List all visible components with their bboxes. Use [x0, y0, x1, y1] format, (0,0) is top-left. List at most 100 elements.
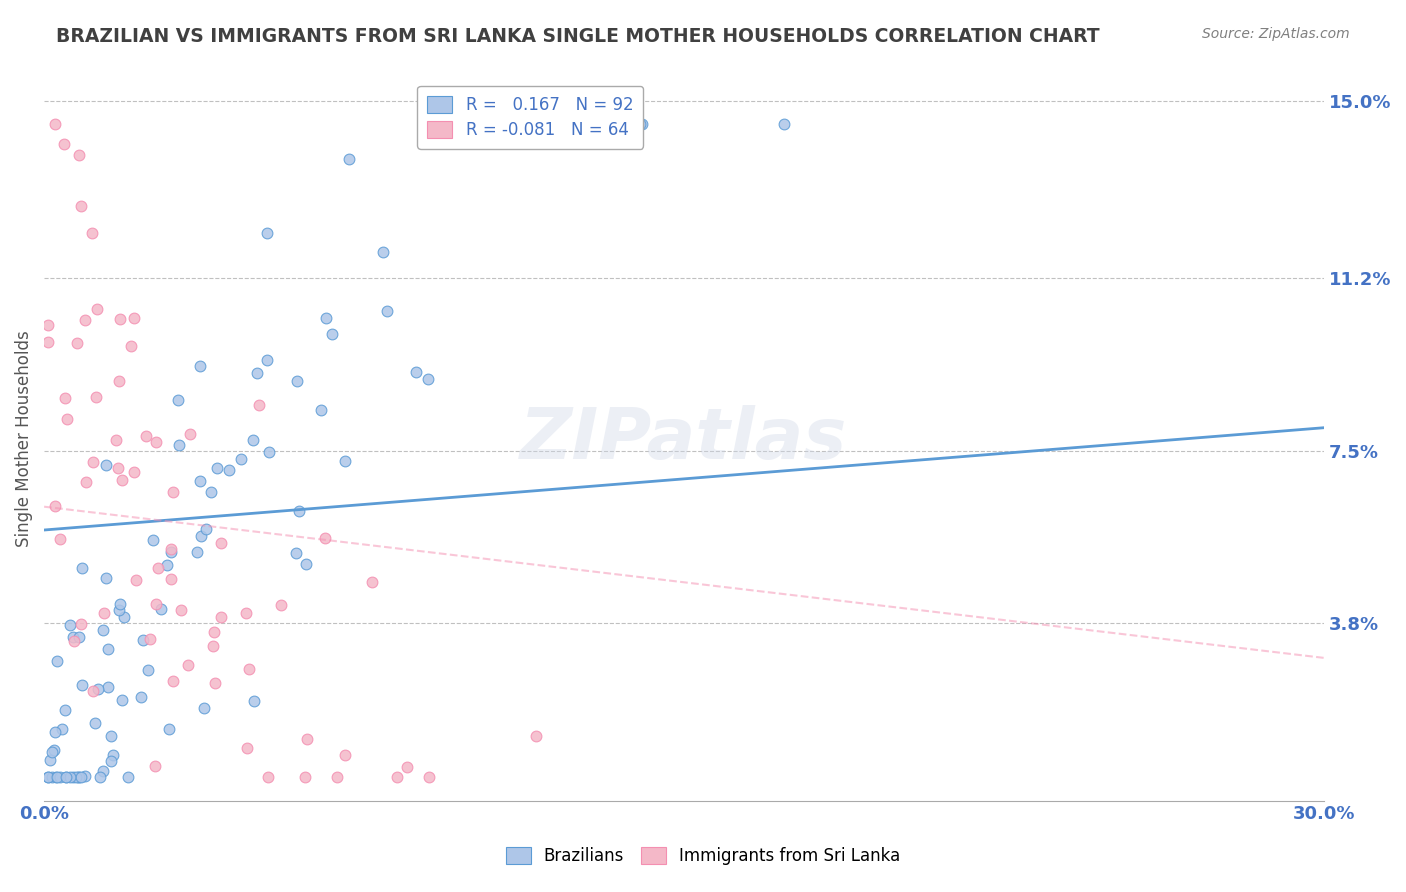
Point [314, 532, 336, 546]
Point [405, 365, 427, 379]
Point [309, 403, 332, 417]
Point [418, 372, 440, 386]
Point [70, 678, 93, 692]
Point [468, 117, 491, 131]
Point [91, 764, 114, 779]
Point [186, 545, 208, 559]
Y-axis label: Single Mother Households: Single Mother Households [15, 331, 32, 548]
Point [179, 426, 201, 441]
Point [51, 723, 73, 737]
Point [37, 770, 59, 784]
Point [45, 770, 67, 784]
Point [108, 603, 131, 617]
Point [44, 724, 66, 739]
Point [148, 561, 170, 575]
Point [53, 391, 76, 405]
Point [93, 607, 115, 621]
Point [84, 716, 107, 731]
Point [44, 117, 66, 131]
Point [70, 616, 93, 631]
Point [110, 312, 132, 326]
Point [37, 770, 59, 784]
Point [100, 729, 122, 743]
Point [207, 461, 229, 475]
Point [418, 770, 440, 784]
Point [294, 770, 316, 784]
Point [145, 435, 167, 450]
Text: BRAZILIAN VS IMMIGRANTS FROM SRI LANKA SINGLE MOTHER HOUSEHOLDS CORRELATION CHAR: BRAZILIAN VS IMMIGRANTS FROM SRI LANKA S… [56, 27, 1099, 45]
Point [70, 770, 93, 784]
Point [209, 610, 232, 624]
Point [242, 433, 264, 447]
Point [142, 533, 165, 547]
Point [70, 561, 93, 575]
Point [111, 474, 134, 488]
Point [86, 301, 108, 316]
Point [157, 723, 180, 737]
Point [160, 572, 183, 586]
Point [46, 654, 69, 668]
Point [67, 770, 90, 784]
Point [190, 529, 212, 543]
Point [337, 152, 360, 166]
Point [41, 745, 63, 759]
Point [295, 731, 318, 746]
Point [97, 680, 120, 694]
Point [256, 352, 278, 367]
Point [145, 597, 167, 611]
Point [67, 148, 90, 162]
Point [257, 770, 280, 784]
Point [333, 454, 356, 468]
Point [270, 598, 292, 612]
Point [97, 641, 120, 656]
Point [285, 374, 308, 388]
Point [194, 522, 217, 536]
Point [129, 690, 152, 704]
Point [62, 770, 84, 784]
Point [387, 770, 409, 784]
Point [44, 743, 66, 757]
Point [59, 770, 82, 784]
Point [101, 747, 124, 762]
Point [139, 632, 162, 646]
Point [630, 117, 652, 131]
Point [160, 545, 183, 559]
Point [193, 701, 215, 715]
Point [512, 117, 534, 131]
Point [67, 770, 90, 784]
Point [55, 770, 77, 784]
Point [143, 759, 166, 773]
Point [56, 411, 79, 425]
Point [315, 310, 337, 325]
Point [59, 618, 82, 632]
Point [39, 753, 62, 767]
Point [84, 390, 107, 404]
Point [295, 557, 318, 571]
Point [243, 694, 266, 708]
Point [37, 318, 59, 332]
Point [80, 226, 103, 240]
Point [209, 536, 232, 550]
Point [200, 485, 222, 500]
Point [73, 769, 96, 783]
Point [55, 770, 77, 784]
Point [247, 398, 270, 412]
Text: ZIPatlas: ZIPatlas [520, 405, 848, 474]
Point [70, 199, 93, 213]
Text: Source: ZipAtlas.com: Source: ZipAtlas.com [1202, 27, 1350, 41]
Point [112, 609, 135, 624]
Point [256, 226, 278, 240]
Point [94, 458, 117, 472]
Point [120, 338, 142, 352]
Point [125, 574, 148, 588]
Point [107, 374, 129, 388]
Point [540, 123, 562, 137]
Point [333, 748, 356, 763]
Point [628, 117, 651, 131]
Point [246, 366, 269, 380]
Point [257, 445, 280, 459]
Point [108, 597, 131, 611]
Point [122, 465, 145, 479]
Point [67, 630, 90, 644]
Point [188, 474, 211, 488]
